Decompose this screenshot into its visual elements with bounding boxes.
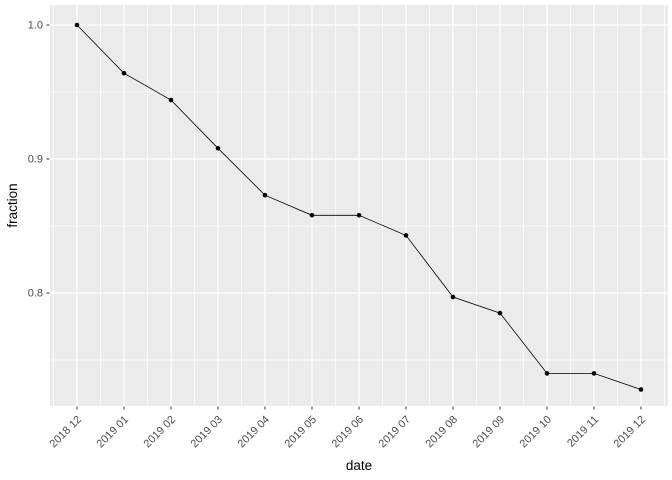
data-point	[168, 97, 174, 103]
data-point	[450, 294, 456, 300]
x-axis-tick-label: 2019 01	[95, 414, 132, 451]
x-axis-tick-label: 2019 05	[283, 414, 320, 451]
data-point	[121, 70, 127, 76]
y-axis-tick-label: 0.9	[28, 154, 43, 166]
x-axis-tick-label: 2019 10	[518, 414, 555, 451]
data-point	[74, 22, 80, 28]
x-axis-tick-label: 2018 12	[48, 414, 85, 451]
x-axis-tick-label: 2019 12	[612, 414, 649, 451]
y-axis-title: fraction	[5, 183, 20, 227]
x-axis-tick-label: 2019 07	[377, 414, 414, 451]
x-axis-tick-label: 2019 04	[236, 414, 273, 451]
x-axis-tick-label: 2019 09	[471, 414, 508, 451]
x-axis-tick-label: 2019 06	[330, 414, 367, 451]
data-point	[403, 233, 409, 238]
x-axis-title: date	[346, 458, 372, 473]
data-point	[591, 371, 597, 376]
data-point	[309, 212, 315, 218]
x-axis-tick-label: 2019 02	[142, 414, 179, 451]
data-point	[544, 371, 550, 376]
data-point	[356, 212, 362, 218]
y-axis-tick-label: 0.8	[28, 288, 43, 300]
data-point	[497, 310, 503, 316]
data-point	[638, 387, 644, 392]
x-axis-tick-label: 2019 03	[189, 414, 226, 451]
x-axis-tick-label: 2019 11	[565, 414, 601, 450]
x-axis-tick-label: 2019 08	[424, 414, 461, 451]
data-point	[215, 145, 221, 151]
y-axis-tick-label: 1.0	[28, 20, 43, 32]
data-point	[262, 192, 268, 198]
